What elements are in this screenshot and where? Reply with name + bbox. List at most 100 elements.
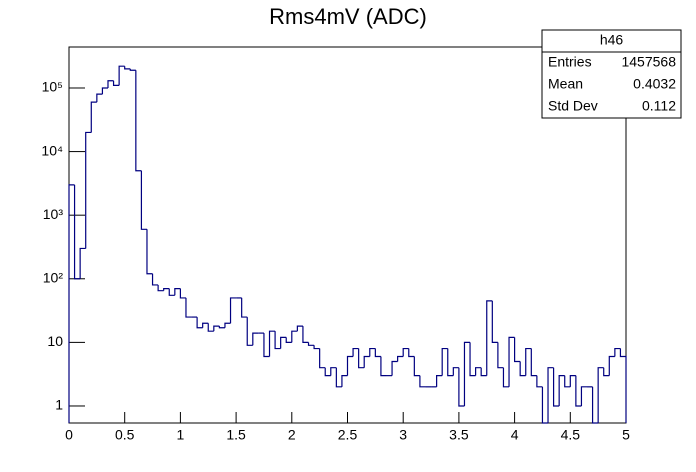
histogram-bin bbox=[547, 367, 554, 423]
histogram-bin bbox=[274, 331, 281, 350]
histogram-bin bbox=[575, 375, 582, 407]
x-tick-label: 0 bbox=[65, 427, 73, 443]
x-tick-label: 4.5 bbox=[561, 427, 581, 443]
histogram-bin bbox=[268, 330, 276, 357]
histogram-bin bbox=[441, 347, 448, 376]
histogram-bin bbox=[552, 367, 560, 407]
histogram-bin bbox=[402, 347, 409, 357]
stats-value: 0.4032 bbox=[633, 76, 676, 92]
x-tick-label: 2.5 bbox=[338, 427, 358, 443]
histogram-bin bbox=[112, 80, 120, 86]
x-tick-label: 0.5 bbox=[115, 427, 135, 443]
histogram-bin bbox=[324, 367, 331, 377]
histogram-bin bbox=[246, 317, 253, 346]
histogram-bin bbox=[224, 322, 231, 328]
histogram-bin bbox=[514, 337, 521, 363]
x-tick-label: 1 bbox=[177, 427, 185, 443]
histogram-bin bbox=[541, 386, 549, 424]
histogram-bin bbox=[391, 360, 398, 376]
histogram-bin bbox=[452, 367, 459, 376]
stats-label: Entries bbox=[548, 54, 592, 70]
histogram-bin bbox=[491, 300, 498, 343]
histogram-bin bbox=[608, 355, 615, 376]
histogram-bin bbox=[85, 131, 92, 249]
histogram-bin bbox=[380, 356, 387, 377]
histogram-bin bbox=[185, 297, 192, 318]
x-tick-label: 5 bbox=[622, 427, 630, 443]
y-tick-label: 10⁵ bbox=[42, 79, 63, 95]
histogram-bin bbox=[157, 284, 164, 292]
histogram-bin bbox=[374, 348, 381, 358]
histogram-bin bbox=[508, 336, 515, 387]
histogram-bin bbox=[335, 367, 342, 388]
histogram-bin bbox=[497, 342, 504, 369]
histogram-bin bbox=[107, 80, 114, 88]
histogram-bin bbox=[564, 375, 571, 388]
histogram-bin bbox=[218, 326, 225, 329]
histogram-bin bbox=[397, 355, 404, 362]
histogram-bin bbox=[597, 367, 604, 423]
histogram-bin bbox=[458, 367, 465, 407]
stats-value: 0.112 bbox=[642, 98, 676, 114]
histogram-bin bbox=[151, 273, 159, 286]
histogram-bin bbox=[330, 367, 337, 376]
histogram-bin bbox=[408, 348, 415, 358]
histogram-bin bbox=[369, 347, 376, 357]
histogram-bin bbox=[241, 297, 248, 318]
histogram-bin bbox=[447, 348, 454, 377]
histogram-bin bbox=[341, 375, 348, 387]
x-tick-label: 2 bbox=[288, 427, 296, 443]
stats-label: Std Dev bbox=[548, 98, 598, 114]
histogram-bin bbox=[96, 93, 103, 103]
y-tick-label: 10² bbox=[43, 269, 64, 285]
histogram-bin bbox=[480, 367, 487, 377]
histogram-bin bbox=[591, 386, 599, 424]
histogram-bin bbox=[419, 375, 426, 388]
histogram-bin bbox=[163, 288, 170, 291]
histogram-bin bbox=[90, 101, 97, 133]
stats-value: 1457568 bbox=[621, 54, 676, 70]
x-tick-label: 4 bbox=[511, 427, 519, 443]
histogram-bin bbox=[213, 325, 220, 332]
histogram-bin bbox=[519, 361, 526, 377]
histogram-bin bbox=[285, 337, 292, 343]
histogram-bin bbox=[179, 288, 186, 299]
histogram-bin bbox=[302, 326, 309, 343]
stats-name: h46 bbox=[600, 32, 624, 48]
y-tick-label: 10⁴ bbox=[41, 142, 63, 158]
y-tick-label: 10 bbox=[47, 333, 63, 349]
stats-label: Mean bbox=[548, 76, 583, 92]
histogram-bin bbox=[486, 300, 493, 376]
histogram-bin bbox=[68, 184, 75, 423]
x-tick-label: 3 bbox=[399, 427, 407, 443]
histogram-bin bbox=[475, 367, 482, 376]
histogram-bin bbox=[319, 348, 326, 369]
histogram-bin bbox=[101, 87, 108, 95]
histogram-bin bbox=[307, 342, 315, 346]
histogram-bin bbox=[252, 332, 259, 346]
histogram-bin bbox=[569, 375, 576, 387]
histogram-bin bbox=[229, 297, 237, 324]
x-tick-label: 1.5 bbox=[226, 427, 246, 443]
histogram-bin bbox=[73, 184, 81, 280]
histogram-bin bbox=[296, 325, 303, 332]
histogram-bin bbox=[580, 386, 588, 406]
histogram-bin bbox=[363, 355, 370, 368]
y-tick-label: 1 bbox=[55, 397, 63, 413]
histogram-bin bbox=[346, 355, 354, 376]
chart-title: Rms4mV (ADC) bbox=[269, 4, 427, 29]
histogram-bin bbox=[436, 375, 443, 387]
histogram-bin bbox=[280, 336, 287, 349]
histogram-bin bbox=[79, 247, 86, 279]
histogram-bin bbox=[614, 347, 621, 357]
histogram-bin bbox=[619, 348, 627, 423]
histogram-bin bbox=[558, 375, 565, 406]
histogram-bin bbox=[202, 322, 209, 328]
histogram-bin bbox=[536, 375, 543, 388]
histogram-bin bbox=[174, 288, 181, 296]
x-tick-label: 3.5 bbox=[449, 427, 469, 443]
histogram-bin bbox=[129, 68, 136, 71]
y-tick-label: 10³ bbox=[43, 206, 64, 222]
histogram-bin bbox=[413, 356, 420, 377]
